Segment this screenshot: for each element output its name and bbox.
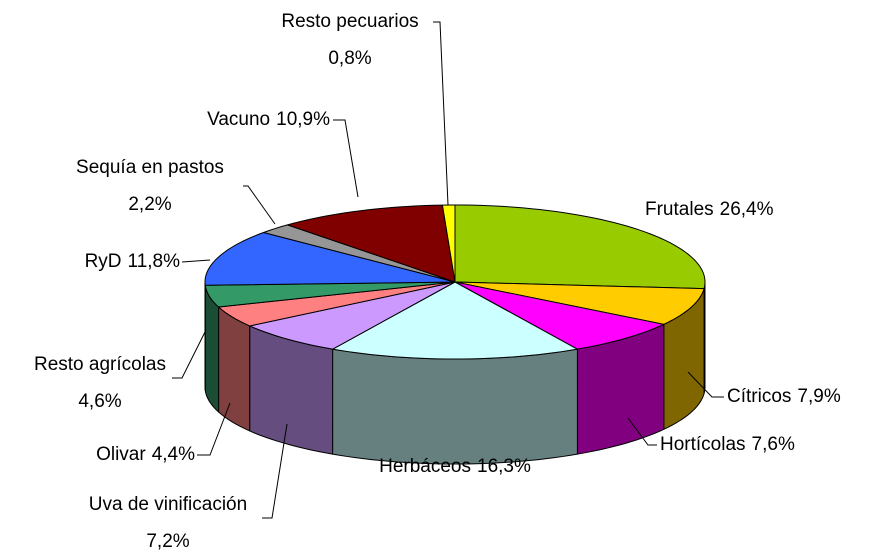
slice xyxy=(454,281,705,325)
slice xyxy=(204,232,456,286)
slice-label: Olivar xyxy=(96,444,146,465)
slice-label-group: Cítricos 7,9% xyxy=(727,386,841,407)
slice-value-label: 7,2% xyxy=(146,531,189,552)
slice-label: Uva de vinificación xyxy=(89,494,247,515)
slice-value-label: 7,6% xyxy=(752,434,795,455)
leader-line xyxy=(181,259,211,263)
slice-value-label: 4,4% xyxy=(152,444,195,465)
slice-value-label: 0,8% xyxy=(328,48,371,69)
slice-label: Vacuno xyxy=(207,109,270,130)
slice-value-label: 11,8% xyxy=(128,251,181,272)
slice-label-group: Frutales 26,4% xyxy=(645,199,774,220)
slice-side xyxy=(332,348,578,465)
leader-line xyxy=(197,402,231,456)
slice-label: Sequía en pastos xyxy=(76,157,224,178)
leader-line xyxy=(333,119,359,198)
leader-line xyxy=(243,185,276,225)
slice-label: Hortícolas xyxy=(660,434,746,455)
leader-line xyxy=(262,423,288,519)
slice-label: Cítricos xyxy=(727,386,791,407)
slice-label: Frutales xyxy=(645,199,714,220)
leader-line xyxy=(433,21,449,206)
slice-side xyxy=(218,306,251,432)
slice-label-group: Olivar 4,4% xyxy=(96,444,195,465)
slice-value-label: 7,9% xyxy=(797,386,840,407)
slice xyxy=(454,204,706,290)
slice xyxy=(249,281,456,350)
slice-label-group: RyD 11,8% xyxy=(85,251,181,272)
slice-label-group: Vacuno 10,9% xyxy=(207,109,330,130)
slice xyxy=(332,281,578,360)
leader-line xyxy=(687,371,724,398)
slice-value-label: 10,9% xyxy=(276,109,330,130)
leader-line xyxy=(627,417,657,446)
slice-label-group: Herbáceos 16,3% xyxy=(379,456,531,477)
slice xyxy=(454,281,665,350)
slice-label: RyD xyxy=(85,251,122,272)
leader-line xyxy=(172,329,207,379)
slice-value-label: 16,3% xyxy=(477,456,531,477)
slice-value-label: 4,6% xyxy=(78,391,121,412)
slice-label: Resto agrícolas xyxy=(34,354,166,375)
slice xyxy=(441,204,456,283)
slice xyxy=(204,281,456,308)
slice xyxy=(218,281,456,327)
slice xyxy=(286,204,456,283)
slice-value-label: 26,4% xyxy=(720,199,774,220)
slice-value-label: 2,2% xyxy=(128,194,171,215)
slice-label: Herbáceos xyxy=(379,456,471,477)
slice-label: Resto pecuarios xyxy=(281,11,418,32)
slice-label-group: Hortícolas 7,6% xyxy=(660,434,795,455)
